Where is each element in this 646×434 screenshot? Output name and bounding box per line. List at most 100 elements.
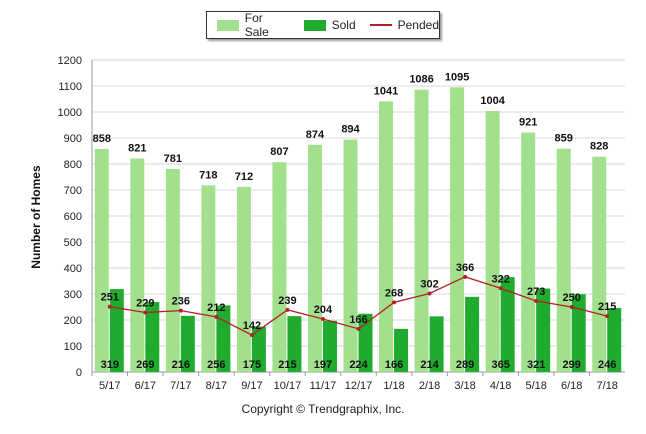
pended-point [178,308,183,313]
x-tick-label: 12/17 [345,380,373,392]
legend-item-pended: Pended [369,18,439,32]
for-sale-data-label: 874 [306,129,325,141]
sold-data-label: 365 [491,359,509,371]
pended-point [214,314,219,319]
for-sale-data-label: 1004 [480,95,505,107]
sold-bar [145,302,160,372]
sold-bar [429,316,444,372]
for-sale-data-label: 718 [199,169,217,181]
pended-data-label: 250 [563,292,581,304]
sold-data-label: 214 [420,359,439,371]
for-sale-data-label: 807 [270,146,288,158]
x-tick-label: 7/18 [597,380,618,392]
for-sale-data-label: 1086 [409,74,433,86]
y-tick-label: 300 [64,289,82,301]
for-sale-data-label: 858 [93,133,111,145]
y-tick-label: 0 [76,367,82,379]
legend: For Sale Sold Pended [206,11,440,39]
for-sale-bar [379,101,394,372]
legend-label-sold: Sold [331,18,356,32]
y-tick-label: 700 [64,185,82,197]
pended-data-label: 251 [101,292,119,304]
legend-label-for-sale: For Sale [244,11,269,39]
sold-bar [571,294,586,372]
sold-data-label: 175 [243,359,261,371]
pended-data-label: 204 [314,304,333,316]
x-tick-label: 11/17 [310,380,337,392]
pended-point [107,304,112,309]
sold-bar [536,288,551,372]
pended-data-label: 268 [385,287,403,299]
pended-data-label: 366 [456,262,474,274]
pended-point [427,291,432,296]
pended-data-label: 212 [207,302,225,314]
pended-data-label: 273 [527,286,545,298]
x-tick-label: 9/17 [241,380,262,392]
pended-data-label: 229 [136,297,154,309]
for-sale-data-label: 828 [590,141,608,153]
pended-point [463,274,468,279]
pended-data-label: 239 [278,295,296,307]
for-sale-swatch [217,19,239,31]
pended-data-label: 166 [349,314,367,326]
copyright-footer: Copyright © Trendgraphix, Inc. [241,402,405,416]
pended-point [249,333,254,338]
for-sale-bar [165,168,180,372]
pended-point [534,299,539,304]
pended-data-label: 302 [420,278,438,290]
for-sale-bar [343,139,358,372]
for-sale-bar [592,156,607,372]
for-sale-bar [556,148,571,372]
pended-point [392,300,397,305]
sold-data-label: 166 [385,359,403,371]
x-tick-label: 7/17 [170,380,191,392]
legend-item-for-sale: For Sale [217,11,290,39]
sold-bar [322,320,337,372]
sold-data-label: 215 [278,359,296,371]
for-sale-data-label: 894 [341,124,360,136]
y-tick-label: 800 [64,159,82,171]
pended-data-label: 142 [243,320,261,332]
sold-swatch [303,19,326,31]
y-tick-label: 600 [64,211,82,223]
y-tick-label: 1100 [58,81,82,93]
for-sale-data-label: 859 [555,133,573,145]
x-tick-label: 6/17 [135,380,156,392]
y-tick-label: 400 [64,263,82,275]
sold-data-label: 216 [172,359,190,371]
legend-label-pended: Pended [397,18,439,32]
pended-data-label: 236 [172,296,190,308]
for-sale-data-label: 1095 [445,71,469,83]
y-axis-label: Number of Homes [29,165,43,269]
sold-data-label: 289 [456,359,474,371]
for-sale-bar [521,132,536,372]
sold-bar [287,316,302,372]
pended-data-label: 322 [491,273,509,285]
for-sale-bar [272,162,287,372]
sold-data-label: 246 [598,359,616,371]
sold-data-label: 321 [527,359,545,371]
x-tick-label: 5/17 [99,380,120,392]
y-tick-label: 1200 [58,55,82,67]
pended-point [285,307,290,312]
pended-point [498,286,503,291]
x-tick-label: 8/17 [206,380,227,392]
sold-data-label: 269 [136,359,154,371]
y-tick-label: 100 [64,341,82,353]
for-sale-bar [450,87,465,373]
sold-bar [109,289,124,372]
pended-data-label: 215 [598,301,616,313]
x-tick-label: 6/18 [561,380,582,392]
for-sale-bar [201,185,216,372]
x-tick-label: 2/18 [419,380,440,392]
y-tick-label: 500 [64,237,82,249]
for-sale-bar [236,186,251,372]
x-tick-label: 10/17 [274,380,302,392]
sold-data-label: 319 [101,359,119,371]
for-sale-data-label: 921 [519,117,537,129]
sold-data-label: 256 [207,359,225,371]
for-sale-data-label: 821 [128,143,146,155]
sold-bar [607,308,622,372]
sold-data-label: 224 [349,359,368,371]
sold-bar [251,326,266,372]
